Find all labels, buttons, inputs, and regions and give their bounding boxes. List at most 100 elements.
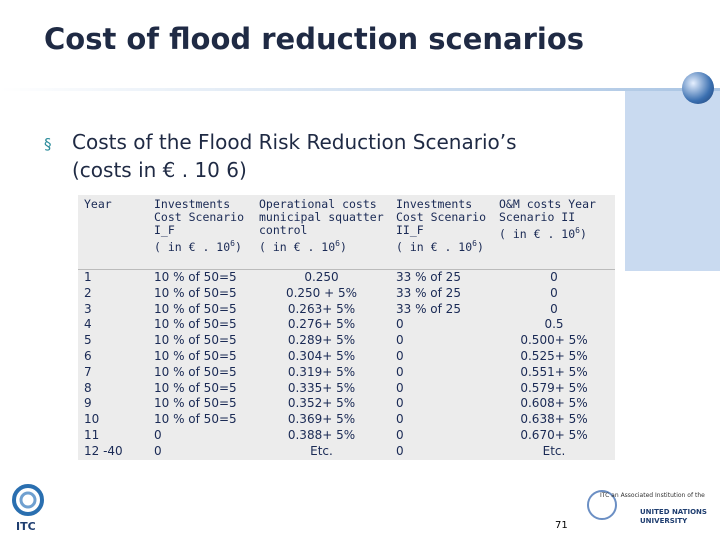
table-cell: 10 % of 50=5 — [154, 317, 237, 332]
header-unit: ( in € . 106) — [499, 224, 609, 241]
university-name: UNITED NATIONS UNIVERSITY — [640, 508, 707, 525]
cost-table: Year Investments Cost Scenario I_F( in € … — [78, 195, 615, 460]
unit-exponent: 6 — [230, 239, 235, 248]
logo-text: ITC — [16, 520, 36, 533]
table-cell: 10 % of 50=5 — [154, 412, 237, 427]
header-text: Operational costs municipal squatter con… — [259, 197, 384, 237]
table-cell: 0 — [550, 301, 558, 316]
table-cell: 33 % of 25 — [396, 270, 461, 284]
header-cell: O&M costs Year Scenario II( in € . 106) — [493, 195, 615, 270]
slide-title: Cost of flood reduction scenarios — [44, 22, 585, 56]
table-cell: 0.263+ 5% — [287, 301, 356, 316]
table-cell: 12 -40 — [84, 443, 123, 458]
table-cell: 0 — [396, 427, 404, 442]
table-cell: 0.5 — [544, 317, 564, 332]
header-unit: ( in € . 106) — [259, 237, 384, 254]
bullet-marker: § — [44, 135, 52, 153]
table-cell: 0.551+ 5% — [520, 364, 588, 379]
header-cell: Investments Cost Scenario I_F( in € . 10… — [148, 195, 253, 270]
unit-base: ( in € . 10 — [259, 239, 336, 254]
table-cell: 1 — [84, 270, 92, 284]
table-cell: 0.525+ 5% — [520, 348, 588, 363]
table-cell: 10 % of 50=5 — [154, 285, 237, 300]
table-cell: Etc. — [542, 443, 566, 458]
table-row: 6 10 % of 50=5 0.304+ 5% 0 0.525+ 5% — [78, 349, 615, 365]
table-cell: 0 — [396, 348, 404, 363]
table-cell: 33 % of 25 — [396, 285, 461, 300]
table-cell: 0 — [396, 317, 404, 332]
table-cell: 3 — [84, 301, 92, 316]
unit-exponent: 6 — [575, 226, 580, 235]
table-cell: 10 % of 50=5 — [154, 364, 237, 379]
table-cell: 0.319+ 5% — [287, 364, 356, 379]
table-row: 9 10 % of 50=5 0.352+ 5% 0 0.608+ 5% — [78, 396, 615, 412]
table-cell: 0.500+ 5% — [520, 333, 588, 348]
header-cell: Investments Cost Scenario II_F( in € . 1… — [390, 195, 493, 270]
table-cell: 7 — [84, 364, 92, 379]
table-cell: 0 — [550, 285, 558, 300]
table-row: 2 10 % of 50=5 0.250 + 5% 33 % of 25 0 — [78, 286, 615, 302]
table-row: 7 10 % of 50=5 0.319+ 5% 0 0.551+ 5% — [78, 365, 615, 381]
table-cell: 33 % of 25 — [396, 301, 461, 316]
header-text: Investments Cost Scenario I_F — [154, 197, 245, 237]
table-row: 10 10 % of 50=5 0.369+ 5% 0 0.638+ 5% — [78, 412, 615, 428]
table-cell: 10 % of 50=5 — [154, 301, 237, 316]
unit-base: ( in € . 10 — [154, 239, 231, 254]
bullet-line: Costs of the Flood Risk Reduction Scenar… — [72, 130, 517, 154]
table-cell: 0 — [154, 443, 162, 458]
un-logo — [587, 490, 617, 520]
table-cell: 0.388+ 5% — [287, 427, 356, 442]
table-cell: 11 — [84, 427, 100, 442]
table-cell: 0.579+ 5% — [520, 380, 588, 395]
table-row: 11 0 0.388+ 5% 0 0.670+ 5% — [78, 428, 615, 444]
page-number: 71 — [555, 520, 568, 531]
table-cell: 10 % of 50=5 — [154, 380, 237, 395]
table-cell: 10 — [84, 412, 100, 427]
title-rule — [0, 88, 720, 91]
unit-base: ( in € . 10 — [499, 226, 576, 241]
table-cell: 10 % of 50=5 — [154, 396, 237, 411]
table-cell: 0.335+ 5% — [287, 380, 356, 395]
table-cell: 6 — [84, 348, 92, 363]
table-cell: 4 — [84, 317, 92, 332]
table-cell: 0 — [154, 427, 162, 442]
unit-end: ) — [235, 239, 242, 254]
table-row: 12 -40 0 Etc. 0 Etc. — [78, 444, 615, 460]
table-cell: 2 — [84, 285, 92, 300]
table-cell: 0.670+ 5% — [520, 427, 588, 442]
header-text: O&M costs Year Scenario II — [499, 197, 596, 224]
globe-icon — [682, 72, 714, 104]
table-cell: 0.638+ 5% — [520, 412, 588, 427]
table-cell: 0.250 + 5% — [285, 285, 358, 300]
table-cell: 0.304+ 5% — [287, 348, 356, 363]
header-cell: Operational costs municipal squatter con… — [253, 195, 390, 270]
header-row: Year Investments Cost Scenario I_F( in € … — [78, 195, 615, 270]
bullet: § Costs of the Flood Risk Reduction Scen… — [44, 128, 517, 184]
table-row: 4 10 % of 50=5 0.276+ 5% 0 0.5 — [78, 317, 615, 333]
table-cell: 0 — [550, 270, 558, 284]
table-cell: 10 % of 50=5 — [154, 333, 237, 348]
table-cell: 0 — [396, 333, 404, 348]
unit-end: ) — [340, 239, 347, 254]
table-cell: 0 — [396, 380, 404, 395]
table-cell: Etc. — [310, 443, 333, 458]
side-band — [625, 91, 720, 271]
partner-text: ITC an Associated Institution of the — [600, 492, 705, 499]
table-cell: 10 % of 50=5 — [154, 348, 237, 363]
bullet-line: (costs in € . 10 6) — [72, 158, 247, 182]
header-unit: ( in € . 106) — [154, 237, 247, 254]
table-cell: 10 % of 50=5 — [154, 270, 237, 284]
table-cell: 0 — [396, 364, 404, 379]
unit-exponent: 6 — [472, 239, 477, 248]
table-cell: 0 — [396, 443, 404, 458]
table-row: 3 10 % of 50=5 0.263+ 5% 33 % of 25 0 — [78, 302, 615, 318]
table-row: 8 10 % of 50=5 0.335+ 5% 0 0.579+ 5% — [78, 381, 615, 397]
header-unit: ( in € . 106) — [396, 237, 487, 254]
unit-base: ( in € . 10 — [396, 239, 473, 254]
header-text: Year — [84, 197, 112, 211]
table-cell: 9 — [84, 396, 92, 411]
table-cell: 8 — [84, 380, 92, 395]
unit-end: ) — [477, 239, 484, 254]
table-cell: 0 — [396, 412, 404, 427]
